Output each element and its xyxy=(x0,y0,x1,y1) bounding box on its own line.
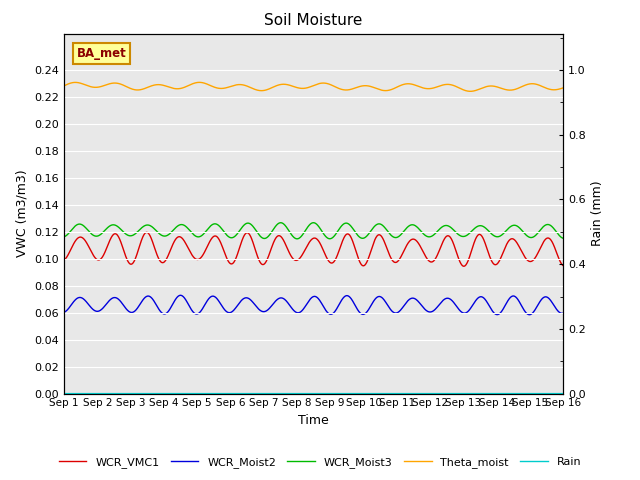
WCR_VMC1 xyxy=(391,260,399,265)
Theta_moist xyxy=(467,88,474,94)
WCR_Moist2 xyxy=(159,311,166,316)
Theta_moist xyxy=(195,80,203,85)
WCR_VMC1 xyxy=(500,246,508,252)
Rain xyxy=(500,391,508,396)
Theta_moist xyxy=(171,86,179,92)
WCR_VMC1 xyxy=(60,257,68,263)
Rain xyxy=(60,391,68,396)
Rain xyxy=(391,391,399,396)
WCR_Moist3 xyxy=(392,235,399,240)
Line: WCR_VMC1: WCR_VMC1 xyxy=(64,232,563,266)
WCR_VMC1 xyxy=(456,259,464,265)
Theta_moist xyxy=(559,85,567,91)
Theta_moist xyxy=(159,83,166,88)
Legend: WCR_VMC1, WCR_Moist2, WCR_Moist3, Theta_moist, Rain: WCR_VMC1, WCR_Moist2, WCR_Moist3, Theta_… xyxy=(54,452,586,472)
Y-axis label: Rain (mm): Rain (mm) xyxy=(591,181,604,246)
WCR_Moist3 xyxy=(310,220,317,226)
WCR_Moist2 xyxy=(500,304,508,310)
WCR_Moist3 xyxy=(171,226,179,231)
Rain xyxy=(559,391,567,396)
WCR_Moist2 xyxy=(177,292,184,298)
WCR_VMC1 xyxy=(172,237,179,242)
Theta_moist xyxy=(60,83,68,89)
Theta_moist xyxy=(500,86,508,92)
WCR_Moist2 xyxy=(559,311,567,316)
WCR_Moist3 xyxy=(60,234,68,240)
WCR_Moist2 xyxy=(60,309,68,315)
WCR_VMC1 xyxy=(460,264,468,269)
Rain xyxy=(227,391,235,396)
WCR_Moist2 xyxy=(227,309,235,315)
WCR_Moist3 xyxy=(457,233,465,239)
WCR_Moist3 xyxy=(500,229,508,235)
Rain xyxy=(159,391,166,396)
Title: Soil Moisture: Soil Moisture xyxy=(264,13,363,28)
Rain xyxy=(456,391,463,396)
WCR_Moist3 xyxy=(559,235,567,241)
WCR_Moist2 xyxy=(391,310,399,316)
WCR_Moist3 xyxy=(159,233,166,239)
WCR_VMC1 xyxy=(159,260,167,265)
Text: BA_met: BA_met xyxy=(77,47,126,60)
WCR_VMC1 xyxy=(559,263,567,268)
WCR_Moist2 xyxy=(456,308,464,314)
Line: WCR_Moist3: WCR_Moist3 xyxy=(64,223,563,239)
Line: WCR_Moist2: WCR_Moist2 xyxy=(64,295,563,315)
WCR_Moist3 xyxy=(293,236,301,242)
WCR_Moist2 xyxy=(171,297,179,303)
Theta_moist xyxy=(391,85,399,91)
Theta_moist xyxy=(227,84,235,89)
Theta_moist xyxy=(456,85,464,91)
WCR_Moist2 xyxy=(525,312,533,318)
WCR_VMC1 xyxy=(143,229,150,235)
Y-axis label: VWC (m3/m3): VWC (m3/m3) xyxy=(16,170,29,257)
Rain xyxy=(171,391,179,396)
X-axis label: Time: Time xyxy=(298,414,329,427)
WCR_Moist3 xyxy=(227,235,235,240)
Line: Theta_moist: Theta_moist xyxy=(64,83,563,91)
WCR_VMC1 xyxy=(227,261,235,267)
